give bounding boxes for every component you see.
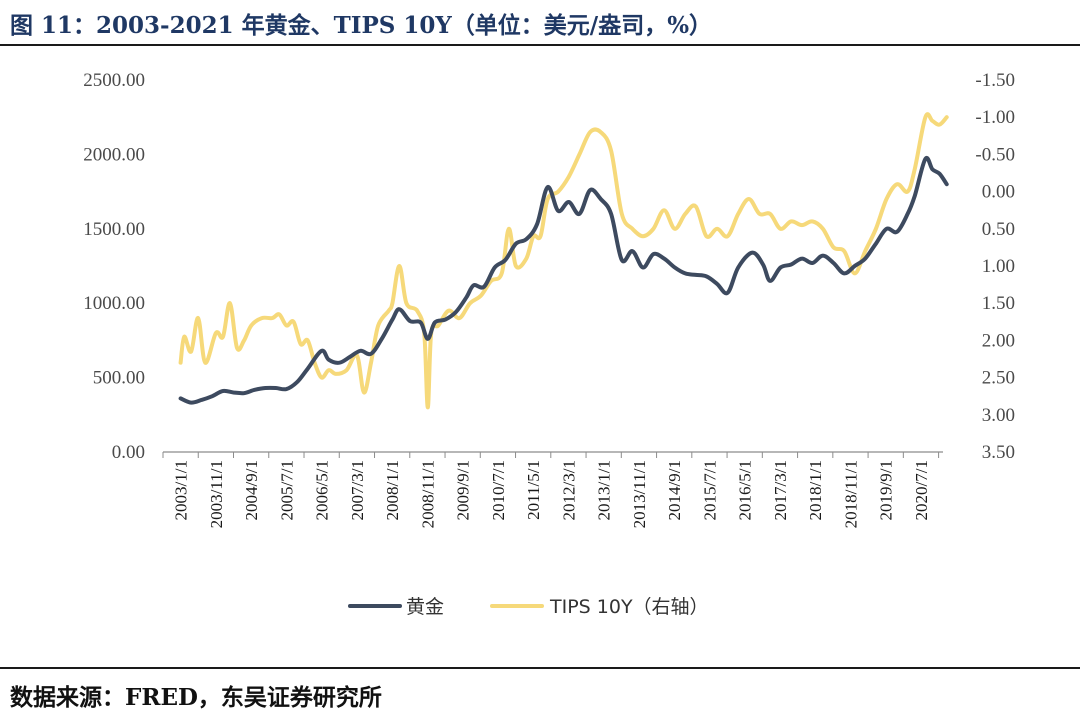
tips-line — [178, 112, 949, 410]
y-left-tick-labels: 2500.00 2000.00 1500.00 1000.00 500.00 0.00 — [83, 70, 145, 463]
legend-label-tips: TIPS 10Y（右轴） — [549, 596, 709, 618]
x-tick-label: 2015/7/1 — [700, 460, 719, 520]
x-tick-label: 2012/3/1 — [559, 460, 578, 520]
y-right-tick-label: 0.50 — [982, 219, 1015, 240]
y-right-tick-label: 2.00 — [982, 330, 1015, 351]
x-tick-label: 2016/5/1 — [736, 460, 755, 520]
x-tick-label: 2010/7/1 — [489, 460, 508, 520]
x-tick-label: 2020/7/1 — [912, 460, 931, 520]
x-tick-label: 2017/3/1 — [771, 460, 790, 520]
x-tick-label: 2018/11/1 — [841, 460, 860, 528]
x-tick-label: 2005/7/1 — [277, 460, 296, 520]
y-right-tick-label: -1.00 — [975, 107, 1015, 128]
y-left-tick-label: 0.00 — [112, 442, 145, 463]
x-tick-label: 2011/5/1 — [524, 460, 543, 520]
x-tick-label: 2018/1/1 — [806, 460, 825, 520]
chart-title: 图 11：2003-2021 年黄金、TIPS 10Y（单位：美元/盎司，%） — [10, 12, 713, 39]
y-left-tick-label: 500.00 — [93, 368, 145, 389]
y-right-tick-label: 3.00 — [982, 405, 1015, 426]
source-rule — [0, 667, 1080, 669]
series-lines — [178, 112, 949, 410]
title-rule — [0, 44, 1080, 46]
x-tick-label: 2004/9/1 — [242, 460, 261, 520]
y-left-tick-label: 1000.00 — [83, 293, 145, 314]
legend: 黄金 TIPS 10Y（右轴） — [348, 596, 709, 618]
y-right-tick-label: 2.50 — [982, 368, 1015, 389]
gold-line — [178, 155, 949, 405]
x-tick-label: 2014/9/1 — [665, 460, 684, 520]
y-right-tick-label: 0.00 — [982, 182, 1015, 203]
y-right-tick-label: 1.50 — [982, 293, 1015, 314]
legend-label-gold: 黄金 — [406, 596, 444, 618]
x-tick-label: 2006/5/1 — [313, 460, 332, 520]
x-tick-label: 2013/1/1 — [595, 460, 614, 520]
source-note: 数据来源：FRED，东吴证券研究所 — [10, 684, 382, 711]
x-tick-label: 2009/9/1 — [454, 460, 473, 520]
x-tick-labels: 2003/1/1 2003/11/1 2004/9/1 2005/7/1 2006/5/… — [172, 460, 931, 528]
x-tick-label: 2019/9/1 — [877, 460, 896, 520]
x-tick-label: 2008/11/1 — [418, 460, 437, 528]
chart-svg: 2500.00 2000.00 1500.00 1000.00 500.00 0.00 -… — [83, 70, 1015, 618]
y-left-tick-label: 2000.00 — [83, 144, 145, 165]
x-tick-label: 2003/11/1 — [207, 460, 226, 528]
y-right-tick-label: 3.50 — [982, 442, 1015, 463]
x-ticks — [162, 452, 940, 458]
x-tick-label: 2008/1/1 — [383, 460, 402, 520]
y-right-tick-label: -1.50 — [975, 70, 1015, 91]
y-left-tick-label: 1500.00 — [83, 219, 145, 240]
x-tick-label: 2007/3/1 — [348, 460, 367, 520]
x-tick-label: 2003/1/1 — [172, 460, 191, 520]
y-right-tick-label: 1.00 — [982, 256, 1015, 277]
y-left-tick-label: 2500.00 — [83, 70, 145, 91]
y-right-tick-labels: -1.50 -1.00 -0.50 0.00 0.50 1.00 1.50 2.00 2.50 3… — [975, 70, 1015, 463]
y-right-tick-label: -0.50 — [975, 144, 1015, 165]
x-tick-label: 2013/11/1 — [630, 460, 649, 528]
